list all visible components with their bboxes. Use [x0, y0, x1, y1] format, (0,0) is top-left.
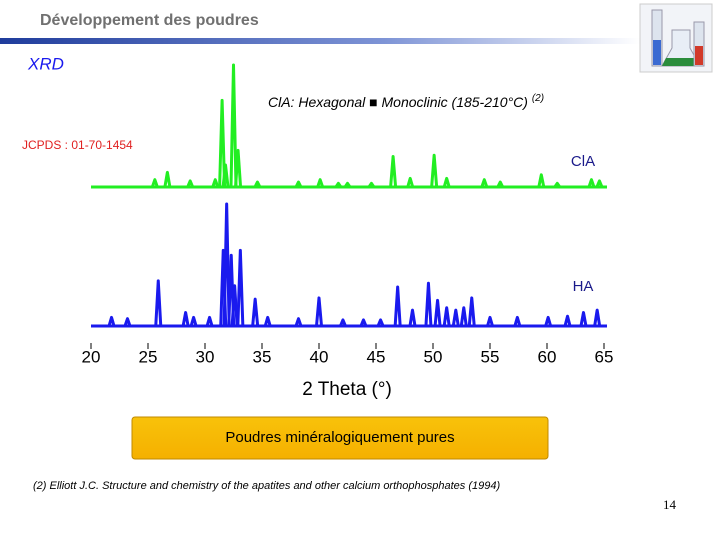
peak	[563, 314, 572, 327]
x-tick-label: 30	[196, 347, 215, 366]
peak	[218, 98, 227, 188]
peak	[459, 306, 468, 327]
peak	[221, 163, 230, 188]
peak	[433, 298, 442, 327]
peak	[553, 181, 561, 188]
peak	[316, 178, 325, 188]
annotation-text: ClA: Hexagonal ■ Monoclinic (185-210°C)	[268, 94, 528, 110]
x-tick-label: 20	[82, 347, 101, 366]
peak	[467, 296, 476, 327]
peak	[389, 155, 398, 188]
peak	[294, 317, 303, 327]
peak	[406, 176, 415, 188]
peak	[236, 248, 245, 327]
peak	[334, 181, 343, 188]
peak	[234, 148, 243, 188]
annotation-ref: (2)	[532, 93, 544, 104]
peak	[442, 176, 451, 188]
peak	[513, 315, 522, 327]
peak	[587, 178, 596, 188]
peak	[154, 279, 163, 327]
peak	[251, 297, 260, 327]
footnote: (2) Elliott J.C. Structure and chemistry…	[33, 480, 500, 492]
chart-title: XRD	[27, 54, 64, 73]
peak	[263, 315, 272, 327]
peak	[343, 181, 352, 188]
peak	[593, 308, 602, 327]
peak	[544, 315, 553, 327]
peak	[393, 285, 402, 327]
page-number: 14	[663, 497, 677, 512]
peak	[230, 284, 239, 327]
peak	[376, 318, 385, 327]
peak	[294, 180, 303, 188]
reference: JCPDS : 01-70-1454	[22, 138, 133, 152]
peak	[123, 317, 132, 327]
peak	[442, 306, 451, 327]
callout-text: Poudres minéralogiquement pures	[225, 429, 454, 446]
x-tick-label: 40	[310, 347, 329, 366]
peak	[496, 180, 505, 188]
x-tick-label: 65	[595, 347, 614, 366]
peak	[107, 315, 116, 327]
peak	[480, 178, 489, 188]
series-label: HA	[573, 278, 594, 295]
x-tick-label: 35	[253, 347, 272, 366]
peak	[451, 308, 460, 327]
peak	[408, 308, 417, 327]
peak	[150, 178, 159, 188]
x-tick-label: 45	[367, 347, 386, 366]
peak	[430, 153, 439, 188]
peak	[367, 181, 376, 188]
series-label: ClA	[571, 153, 595, 170]
peak	[229, 63, 238, 188]
peak	[359, 318, 368, 327]
peak	[181, 311, 190, 327]
x-tick-label: 60	[538, 347, 557, 366]
peak	[579, 311, 588, 327]
peak	[163, 170, 172, 188]
peak	[253, 180, 262, 188]
peak	[211, 178, 220, 188]
x-tick-label: 50	[424, 347, 443, 366]
peak	[537, 173, 546, 188]
callout-box	[131, 416, 549, 460]
peak	[315, 296, 323, 327]
peak	[486, 315, 494, 327]
peak	[189, 315, 198, 327]
x-axis-label: 2 Theta (°)	[302, 379, 392, 400]
slide-title: Développement des poudres	[40, 12, 259, 29]
lab-icon	[639, 3, 713, 73]
peak	[186, 179, 195, 188]
peak	[339, 318, 347, 327]
peak	[424, 281, 433, 327]
peak	[222, 202, 231, 327]
x-tick-label: 25	[139, 347, 158, 366]
peak	[205, 315, 214, 327]
peak	[595, 179, 604, 188]
annotation: ClA: Hexagonal ■ Monoclinic (185-210°C) …	[268, 93, 544, 110]
title-bar	[0, 38, 640, 44]
x-tick-label: 55	[481, 347, 500, 366]
